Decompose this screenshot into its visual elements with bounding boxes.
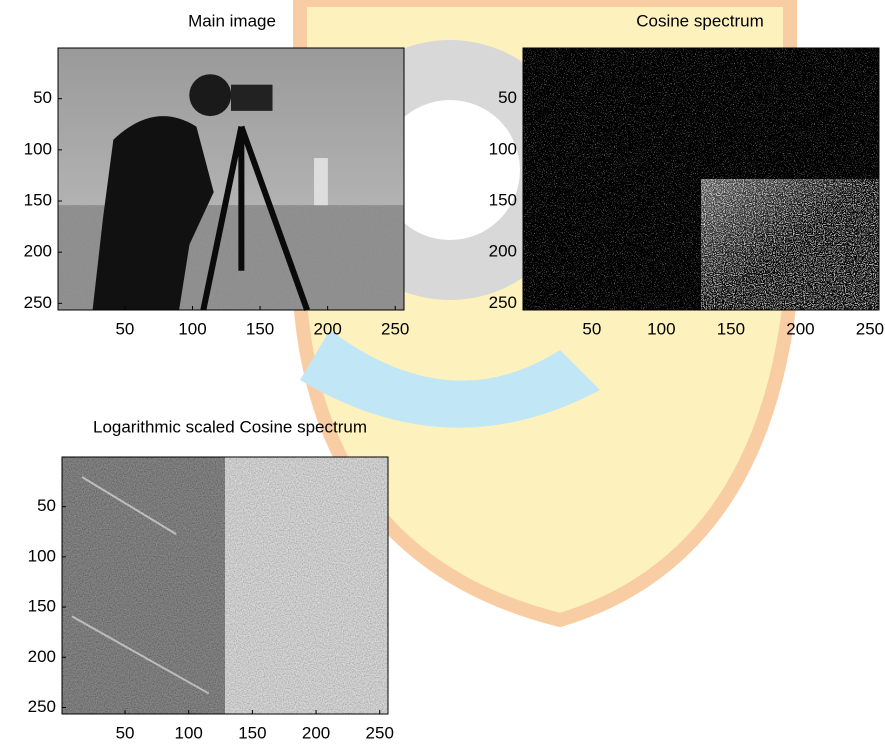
- image-quadrant-bright: [701, 179, 879, 310]
- y-tick-label: 150: [28, 597, 56, 616]
- figure: Main image5010015020025050100150200250Co…: [0, 0, 885, 748]
- x-tick-label: 250: [366, 723, 394, 742]
- y-tick-label: 250: [24, 293, 52, 312]
- y-tick-label: 100: [24, 139, 52, 158]
- x-tick-label: 250: [381, 319, 409, 338]
- subplot: Main image 50 100 150 200 250 50 100 150 200 250: [24, 11, 410, 338]
- subplot-title: Cosine spectrum: [636, 11, 764, 30]
- y-tick-label: 150: [24, 190, 52, 209]
- x-tick-label: 50: [116, 723, 135, 742]
- subplot: Logarithmic scaled Cosine spectrum 50 100 1…: [28, 417, 394, 742]
- y-tick-label: 50: [498, 88, 517, 107]
- x-tick-label: 250: [856, 319, 884, 338]
- y-tick-label: 200: [489, 242, 517, 261]
- image-head: [189, 74, 231, 116]
- x-tick-label: 50: [115, 319, 134, 338]
- image-dark-half: [62, 457, 225, 714]
- y-tick-label: 50: [33, 88, 52, 107]
- image-camera: [231, 85, 273, 111]
- y-tick-label: 100: [28, 546, 56, 565]
- x-tick-label: 150: [717, 319, 745, 338]
- y-tick-label: 100: [489, 139, 517, 158]
- x-tick-label: 150: [246, 319, 274, 338]
- x-tick-label: 100: [178, 319, 206, 338]
- x-tick-label: 50: [582, 319, 601, 338]
- x-tick-label: 200: [302, 723, 330, 742]
- y-tick-label: 150: [489, 190, 517, 209]
- subplot-title: Logarithmic scaled Cosine spectrum: [93, 417, 367, 436]
- y-tick-label: 200: [28, 647, 56, 666]
- subplot-title: Main image: [188, 11, 276, 30]
- y-tick-label: 250: [489, 293, 517, 312]
- x-tick-label: 100: [647, 319, 675, 338]
- x-tick-label: 200: [786, 319, 814, 338]
- x-tick-label: 200: [313, 319, 341, 338]
- x-tick-label: 100: [175, 723, 203, 742]
- y-tick-label: 200: [24, 242, 52, 261]
- image-bright-half: [225, 457, 388, 714]
- x-tick-label: 150: [238, 723, 266, 742]
- subplot: Cosine spectrum 50 100 150 200 250 50 100 150 200…: [489, 11, 885, 338]
- y-tick-label: 250: [28, 697, 56, 716]
- image-building: [314, 158, 328, 205]
- y-tick-label: 50: [37, 496, 56, 515]
